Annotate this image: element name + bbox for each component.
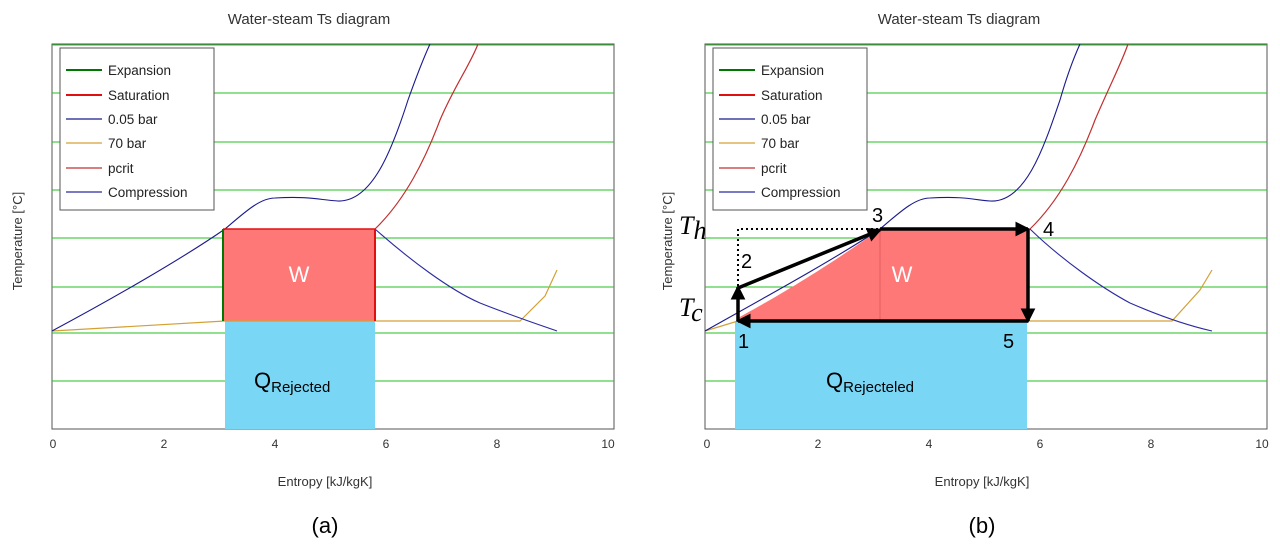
rejected-heat-label: QRejecteled xyxy=(826,368,914,396)
legend: Expansion Saturation 0.05 bar 70 bar pcr… xyxy=(59,47,215,211)
legend-entry: pcrit xyxy=(761,161,787,176)
state-point-label: 3 xyxy=(872,205,883,227)
curve-low-pressure xyxy=(51,43,431,332)
panel-a: Water-steam Ts diagram W xyxy=(10,11,615,538)
chart-title: Water-steam Ts diagram xyxy=(228,11,391,28)
work-area xyxy=(738,229,1028,321)
cycle-path xyxy=(730,221,1036,329)
arrow-2-to-3 xyxy=(737,227,883,290)
tc-label: Tc xyxy=(679,293,703,327)
state-point-label: 4 xyxy=(1043,219,1054,241)
curve-pcrit xyxy=(374,43,479,230)
work-label: W xyxy=(892,262,913,287)
x-tick-label: 4 xyxy=(272,437,279,451)
state-point-label: 1 xyxy=(738,331,749,353)
legend-entry: Saturation xyxy=(108,88,170,103)
x-tick-label: 0 xyxy=(50,437,57,451)
dotted-reference-line xyxy=(737,228,880,291)
panel-b: Water-steam Ts diagram W QRe xyxy=(660,11,1269,538)
th-label: Th xyxy=(679,211,706,245)
y-axis-label: Temperature [°C] xyxy=(660,192,675,290)
x-tick-label: 0 xyxy=(704,437,711,451)
curve-low-pressure xyxy=(704,43,1081,332)
x-tick-label: 10 xyxy=(601,437,615,451)
curve-70bar xyxy=(51,269,558,332)
legend-entry: Compression xyxy=(761,185,841,200)
curve-pcrit xyxy=(1029,43,1129,230)
x-tick-label: 4 xyxy=(926,437,933,451)
state-point-label: 5 xyxy=(1003,331,1014,353)
rejected-heat-label: QRejected xyxy=(254,368,330,396)
x-tick-label: 8 xyxy=(1148,437,1155,451)
panel-caption: (a) xyxy=(312,513,339,538)
curve-compression xyxy=(374,228,558,332)
legend-entry: Saturation xyxy=(761,88,823,103)
legend-entry: Compression xyxy=(108,185,188,200)
state-point-label: 2 xyxy=(741,251,752,273)
x-tick-label: 6 xyxy=(1037,437,1044,451)
x-tick-label: 6 xyxy=(383,437,390,451)
legend-entry: 0.05 bar xyxy=(761,112,811,127)
legend-entry: Expansion xyxy=(108,63,171,78)
plot-area: W QRejected xyxy=(51,43,615,430)
legend-box xyxy=(712,47,868,211)
x-tick-label: 2 xyxy=(161,437,168,451)
legend-box xyxy=(59,47,215,211)
work-label: W xyxy=(289,262,310,287)
y-axis-label: Temperature [°C] xyxy=(10,192,25,290)
legend-entry: pcrit xyxy=(108,161,134,176)
chart-title: Water-steam Ts diagram xyxy=(878,11,1041,28)
legend: Expansion Saturation 0.05 bar 70 bar pcr… xyxy=(712,47,868,211)
panel-caption: (b) xyxy=(969,513,996,538)
x-axis-label: Entropy [kJ/kgK] xyxy=(935,474,1030,489)
x-tick-labels: 0 2 4 6 8 10 xyxy=(50,437,615,451)
work-area xyxy=(223,229,375,321)
x-axis-label: Entropy [kJ/kgK] xyxy=(278,474,373,489)
legend-entry: 0.05 bar xyxy=(108,112,158,127)
legend-entry: 70 bar xyxy=(108,136,147,151)
legend-entry: Expansion xyxy=(761,63,824,78)
rejected-heat-area xyxy=(735,321,1027,429)
x-tick-label: 10 xyxy=(1255,437,1269,451)
curve-compression xyxy=(1029,228,1213,332)
x-tick-label: 2 xyxy=(815,437,822,451)
curve-70bar xyxy=(704,269,1213,332)
x-tick-labels: 0 2 4 6 8 10 xyxy=(704,437,1269,451)
rejected-heat-area xyxy=(225,321,375,429)
x-tick-label: 8 xyxy=(494,437,501,451)
legend-entry: 70 bar xyxy=(761,136,800,151)
